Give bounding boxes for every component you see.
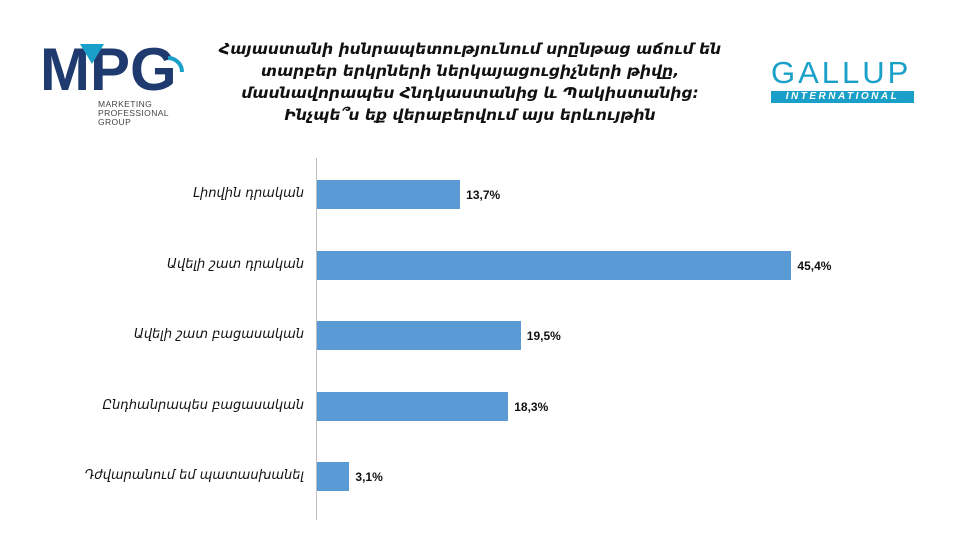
chart-title-line: տարբեր երկրների ներկայացուցիչների թիվը, — [260, 62, 680, 80]
headset-icon — [167, 56, 184, 73]
data-label: 19,5% — [526, 329, 561, 343]
bar — [317, 391, 509, 421]
mpg-subtitle-line: GROUP — [98, 117, 132, 127]
bar — [317, 321, 521, 350]
bar — [317, 180, 461, 209]
mpg-logo: MPG MARKETING PROFESSIONAL GROUP — [40, 38, 200, 138]
bar-chart: Լիովին դրական 13,7% Ավելի շատ դրական 45,4% Ա… — [0, 150, 960, 530]
data-label: 18,3% — [514, 399, 549, 414]
mpg-logo-mark: MPG — [40, 38, 184, 100]
chart-title: Հայաստանի իսնրապետությունում սրընթաց աճո… — [205, 38, 735, 126]
data-label: 3,1% — [355, 470, 383, 484]
chart-title-line: Հայաստանի իսնրապետությունում սրընթաց աճո… — [218, 40, 722, 58]
gallup-logo-bar: INTERNATIONAL — [771, 91, 914, 103]
chart-title-line: Ինչպե՞ս եք վերաբերվում այս երևույթին — [284, 106, 656, 124]
mpg-logo-letters: MPG — [40, 38, 177, 100]
data-label: 45,4% — [797, 258, 832, 273]
category-label: Ավելի շատ դրական — [167, 256, 304, 272]
chart-title-line: մասնավորապես Հնդկաստանից և Պակիստանից: — [241, 84, 699, 102]
mpg-subtitle-line: PROFESSIONAL — [98, 108, 169, 118]
mpg-accent-shape — [80, 44, 104, 64]
category-label: Ընդհանրապես բացասական — [102, 397, 304, 413]
data-label: 13,7% — [466, 188, 501, 202]
category-label: Լիովին դրական — [193, 186, 304, 201]
category-label: Ավելի շատ բացասական — [133, 327, 304, 342]
bar — [317, 250, 792, 280]
gallup-logo-word: GALLUP — [771, 55, 912, 90]
mpg-subtitle-line: MARKETING — [98, 99, 153, 109]
mpg-subtitle: MARKETING PROFESSIONAL GROUP — [98, 100, 169, 127]
category-axis-line — [316, 158, 317, 520]
bar — [317, 462, 350, 491]
gallup-logo: GALLUP INTERNATIONAL — [771, 55, 916, 105]
category-label: Դժվարանում եմ պատասխանել — [84, 468, 304, 483]
